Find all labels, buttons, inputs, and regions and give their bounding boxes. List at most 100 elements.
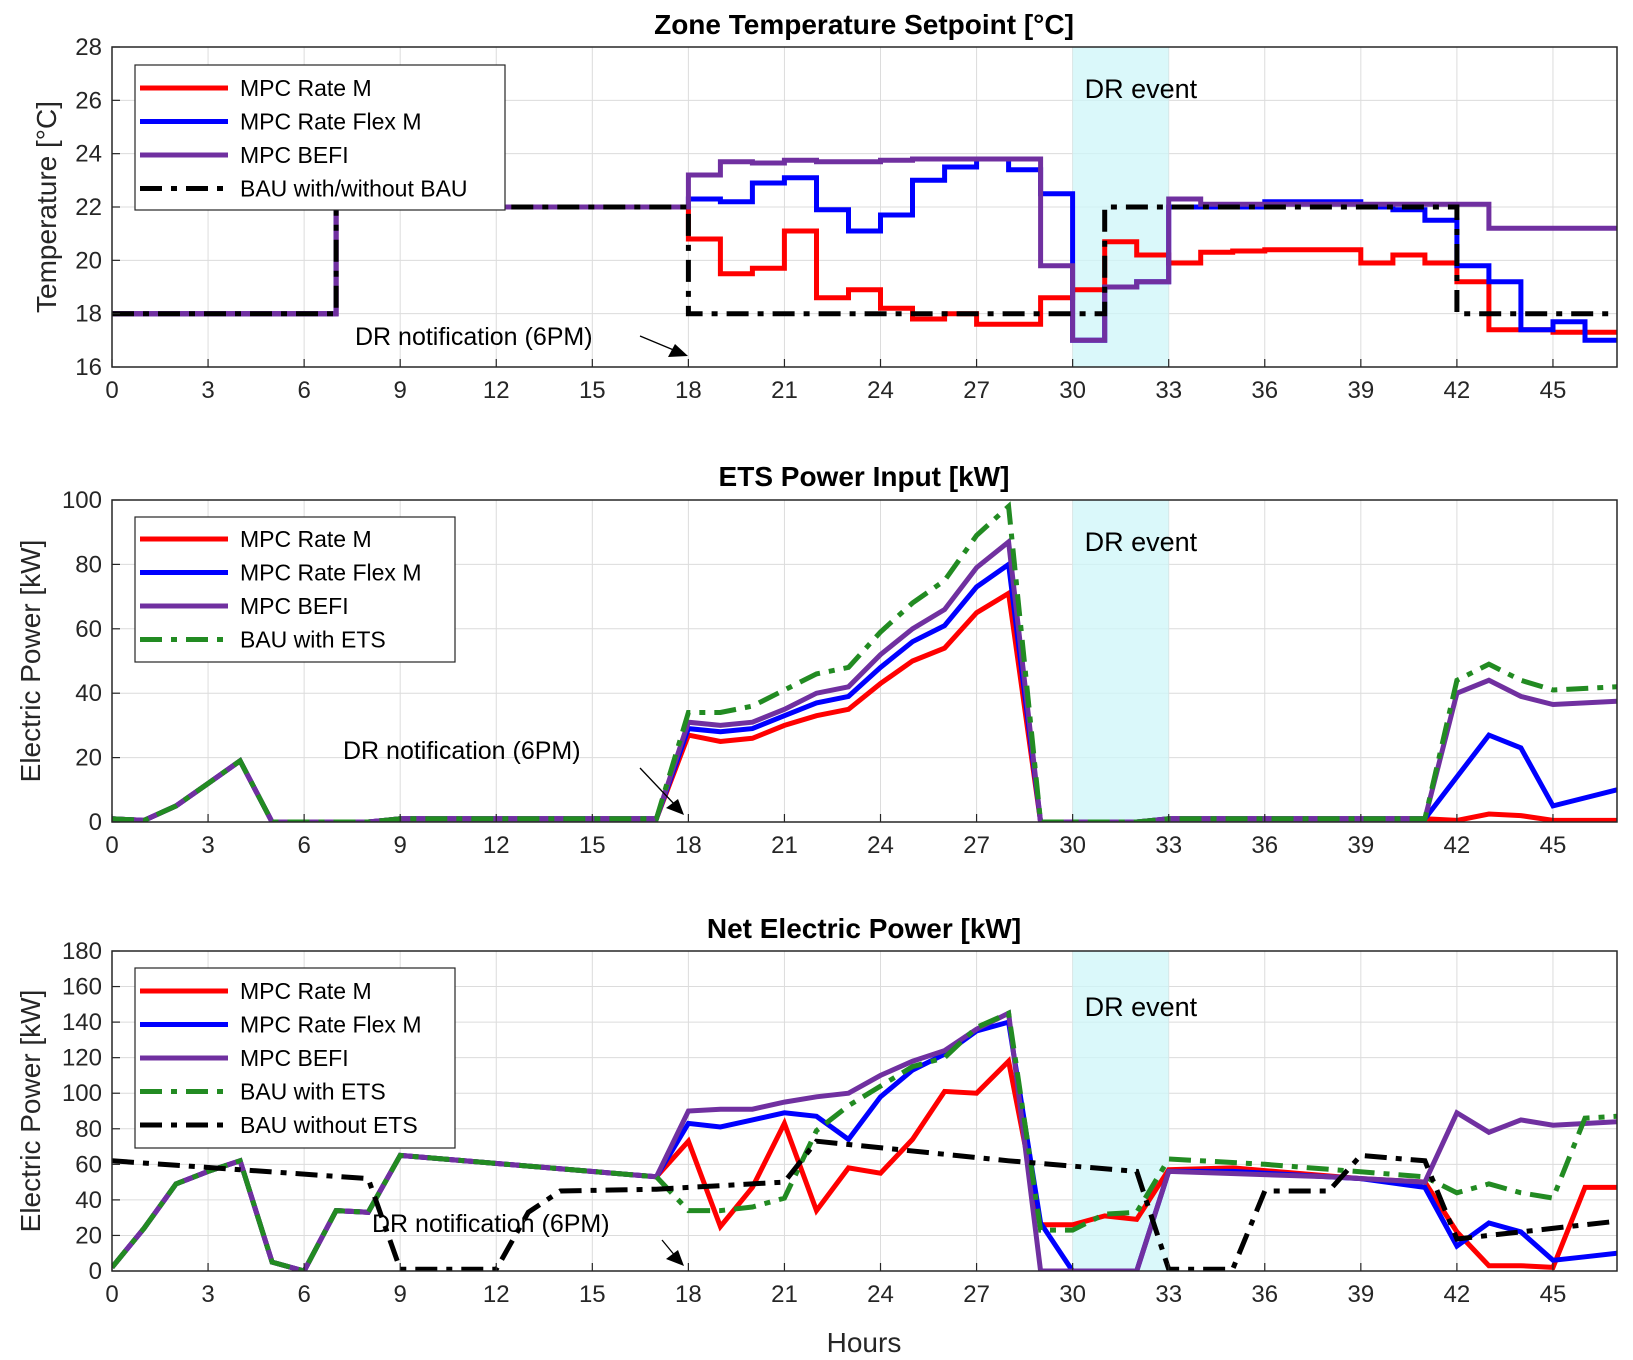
- x-tick-label: 33: [1155, 832, 1182, 859]
- legend-label: MPC Rate M: [240, 526, 372, 552]
- y-tick-label: 180: [62, 938, 102, 965]
- x-tick-label: 21: [771, 832, 798, 859]
- series-line-bau-with-without-bau: [112, 204, 1617, 317]
- y-tick-label: 80: [75, 551, 102, 578]
- plot-frame: [111, 499, 1618, 823]
- x-tick-label: 15: [579, 377, 606, 404]
- series-line-bau-without-ets: [112, 1138, 1617, 1271]
- legend-label: BAU without ETS: [240, 1112, 418, 1138]
- annotation-arrow-head: [666, 1250, 684, 1266]
- y-tick-label: 26: [75, 87, 102, 114]
- y-tick-label: 80: [75, 1116, 102, 1143]
- x-tick-label: 15: [579, 1281, 606, 1308]
- legend-label: BAU with/without BAU: [240, 176, 468, 202]
- legend: MPC Rate M MPC Rate Flex M MPC BEFI BAU wit…: [134, 64, 506, 211]
- y-tick-label: 60: [75, 616, 102, 643]
- legend-label: MPC Rate M: [240, 978, 372, 1004]
- x-tick-label: 45: [1540, 1281, 1567, 1308]
- legend-label: MPC Rate Flex M: [240, 560, 421, 586]
- panel-net-power: Net Electric Power [kW] DR event 0 3 6 9 12 1…: [15, 913, 1618, 1358]
- annotation-arrow-head: [668, 344, 688, 357]
- x-tick-label: 3: [201, 1281, 214, 1308]
- y-axis-label: Temperature [°C]: [31, 101, 62, 313]
- x-tick-label: 45: [1540, 377, 1567, 404]
- x-tick-label: 27: [963, 832, 990, 859]
- x-tick-label: 6: [297, 377, 310, 404]
- x-tick-label: 39: [1347, 377, 1374, 404]
- y-tick-label: 60: [75, 1151, 102, 1178]
- dr-event-label: DR event: [1085, 992, 1198, 1022]
- x-tick-label: 12: [483, 1281, 510, 1308]
- series-line-mpc-befi: [112, 156, 1617, 343]
- y-tick-label: 28: [75, 34, 102, 61]
- dr-event-band: [1072, 47, 1169, 367]
- x-tick-label: 36: [1251, 1281, 1278, 1308]
- y-tick-label: 120: [62, 1045, 102, 1072]
- y-tick-label: 0: [89, 1258, 102, 1285]
- x-tick-label: 9: [394, 1281, 407, 1308]
- plot-frame: [111, 950, 1618, 1272]
- panel-temperature: Zone Temperature Setpoint [°C] DR event …: [31, 9, 1618, 404]
- x-tick-label: 33: [1155, 377, 1182, 404]
- x-tick-label: 6: [297, 832, 310, 859]
- x-tick-label: 39: [1347, 832, 1374, 859]
- annotation-arrow-line: [639, 767, 677, 807]
- x-tick-label: 24: [867, 1281, 894, 1308]
- legend-label: MPC BEFI: [240, 1045, 349, 1071]
- y-tick-label: 20: [75, 745, 102, 772]
- y-tick-label: 24: [75, 141, 102, 168]
- x-tick-label: 30: [1059, 1281, 1086, 1308]
- x-tick-label: 12: [483, 832, 510, 859]
- dr-event-label: DR event: [1085, 74, 1198, 104]
- legend-entries: MPC Rate M MPC Rate Flex M MPC BEFI BAU wit…: [140, 978, 421, 1138]
- panel-title: ETS Power Input [kW]: [719, 461, 1010, 492]
- series-group: [112, 156, 1617, 343]
- x-tick-label: 42: [1444, 832, 1471, 859]
- y-tick-label: 0: [89, 809, 102, 836]
- annotation-text: DR notification (6PM): [355, 323, 593, 351]
- x-tick-label: 18: [675, 377, 702, 404]
- x-tick-label: 9: [394, 832, 407, 859]
- y-tick-label: 100: [62, 1080, 102, 1107]
- x-tick-label: 24: [867, 377, 894, 404]
- dr-notification-annotation: DR notification (6PM): [372, 1210, 684, 1266]
- legend: MPC Rate M MPC Rate Flex M MPC BEFI BAU wit…: [134, 516, 456, 663]
- x-tick-label: 0: [105, 377, 118, 404]
- series-group: [112, 501, 1617, 822]
- legend-label: MPC BEFI: [240, 142, 349, 168]
- legend-label: MPC Rate Flex M: [240, 109, 421, 135]
- x-tick-label: 33: [1155, 1281, 1182, 1308]
- annotation-arrow-line: [639, 335, 677, 352]
- dr-event-band: [1072, 500, 1169, 822]
- x-tick-label: 42: [1444, 1281, 1471, 1308]
- y-tick-label: 22: [75, 194, 102, 221]
- x-axis-label: Hours: [827, 1327, 902, 1358]
- y-tick-label: 16: [75, 354, 102, 381]
- x-tick-label: 45: [1540, 832, 1567, 859]
- x-tick-label: 30: [1059, 832, 1086, 859]
- x-tick-label: 6: [297, 1281, 310, 1308]
- legend-label: MPC Rate Flex M: [240, 1012, 421, 1038]
- dr-notification-annotation: DR notification (6PM): [343, 737, 684, 815]
- y-axis-label: Electric Power [kW]: [15, 540, 46, 783]
- x-tick-label: 21: [771, 377, 798, 404]
- x-tick-label: 27: [963, 1281, 990, 1308]
- y-tick-label: 20: [75, 247, 102, 274]
- y-tick-label: 18: [75, 301, 102, 328]
- legend-entries: MPC Rate M MPC Rate Flex M MPC BEFI BAU wit…: [140, 75, 468, 202]
- x-tick-label: 18: [675, 1281, 702, 1308]
- x-tick-label: 3: [201, 377, 214, 404]
- x-tick-label: 0: [105, 832, 118, 859]
- tick-labels: 0 3 6 9 12 15 18 21 24 27 30 33 36 39 42 45161820222426…: [75, 34, 1566, 404]
- dr-notification-annotation: DR notification (6PM): [355, 323, 688, 357]
- x-tick-label: 9: [394, 377, 407, 404]
- legend-label: MPC BEFI: [240, 593, 349, 619]
- legend-label: BAU with ETS: [240, 627, 386, 653]
- y-tick-label: 20: [75, 1222, 102, 1249]
- legend: MPC Rate M MPC Rate Flex M MPC BEFI BAU wit…: [134, 967, 456, 1149]
- series-line-mpc-rate-flex-m: [112, 156, 1617, 343]
- x-tick-label: 27: [963, 377, 990, 404]
- legend-entries: MPC Rate M MPC Rate Flex M MPC BEFI BAU wit…: [140, 526, 421, 653]
